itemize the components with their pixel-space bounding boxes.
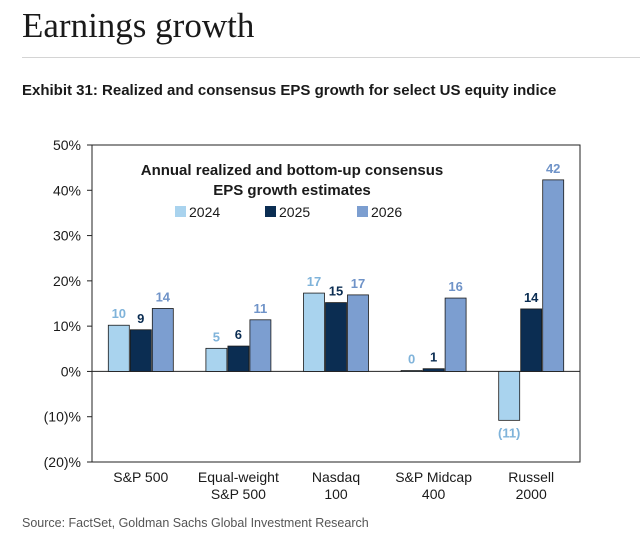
y-tick-label: 0% [61, 363, 81, 379]
category-label: 100 [324, 486, 348, 502]
bar-2024 [107, 324, 130, 372]
data-label-2024: 10 [112, 306, 126, 321]
category-label: 2000 [516, 486, 547, 502]
category-label: Nasdaq [312, 469, 360, 485]
bar-2026 [249, 319, 272, 372]
y-tick-label: 50% [53, 137, 81, 153]
data-label-2025: 6 [235, 327, 242, 342]
data-label-2026: 11 [254, 301, 268, 316]
y-tick-label: 20% [53, 273, 81, 289]
bar-2026 [151, 308, 174, 372]
plot-frame [91, 144, 581, 463]
data-label-2026: 14 [156, 289, 171, 304]
data-label-2026: 17 [351, 276, 365, 291]
chart-title: Annual realized and bottom-up consensus [141, 162, 444, 179]
category-label: Russell [508, 469, 554, 485]
y-tick-label: (20)% [44, 454, 81, 470]
legend-swatch-2025 [265, 206, 276, 217]
category-label: Equal-weight [198, 469, 279, 485]
legend-swatch-2026 [357, 206, 368, 217]
bar-2026 [444, 297, 467, 372]
data-label-2024: 5 [213, 329, 220, 344]
data-label-2026: 42 [546, 161, 560, 176]
data-label-2025: 9 [137, 311, 144, 326]
data-label-2025: 15 [329, 284, 343, 299]
category-label: 400 [422, 486, 446, 502]
bar-2024 [400, 370, 423, 372]
bar-2025 [129, 329, 152, 372]
data-label-2024: 17 [307, 274, 321, 289]
data-label-2025: 1 [430, 350, 437, 365]
bar-2025 [520, 308, 543, 372]
legend-label-2025: 2025 [279, 204, 310, 220]
y-tick-label: 30% [53, 228, 81, 244]
category-label: S&P 500 [211, 486, 266, 502]
bar-2024 [498, 371, 521, 421]
category-label: S&P Midcap [395, 469, 472, 485]
y-tick-label: (10)% [44, 409, 81, 425]
legend-label-2024: 2024 [189, 204, 220, 220]
legend-swatch-2024 [175, 206, 186, 217]
page-title: Earnings growth [22, 6, 255, 45]
bar-2024 [205, 347, 228, 372]
bar-2025 [227, 345, 250, 372]
source-note: Source: FactSet, Goldman Sachs Global In… [22, 516, 369, 530]
bar-2026 [347, 294, 369, 372]
data-label-2024: (11) [498, 425, 520, 440]
data-label-2025: 14 [524, 290, 539, 305]
legend-label-2026: 2026 [371, 204, 402, 220]
bar-2024 [303, 292, 325, 372]
data-label-2026: 16 [448, 279, 462, 294]
data-label-2024: 0 [408, 352, 415, 367]
y-tick-label: 10% [53, 318, 81, 334]
category-label: S&P 500 [113, 469, 168, 485]
bar-2025 [422, 368, 445, 372]
bar-2025 [325, 302, 347, 372]
exhibit-caption: Exhibit 31: Realized and consensus EPS g… [22, 82, 557, 99]
chart-title: EPS growth estimates [213, 182, 371, 199]
title-divider [22, 57, 640, 58]
bar-2026 [542, 179, 565, 372]
y-tick-label: 40% [53, 182, 81, 198]
